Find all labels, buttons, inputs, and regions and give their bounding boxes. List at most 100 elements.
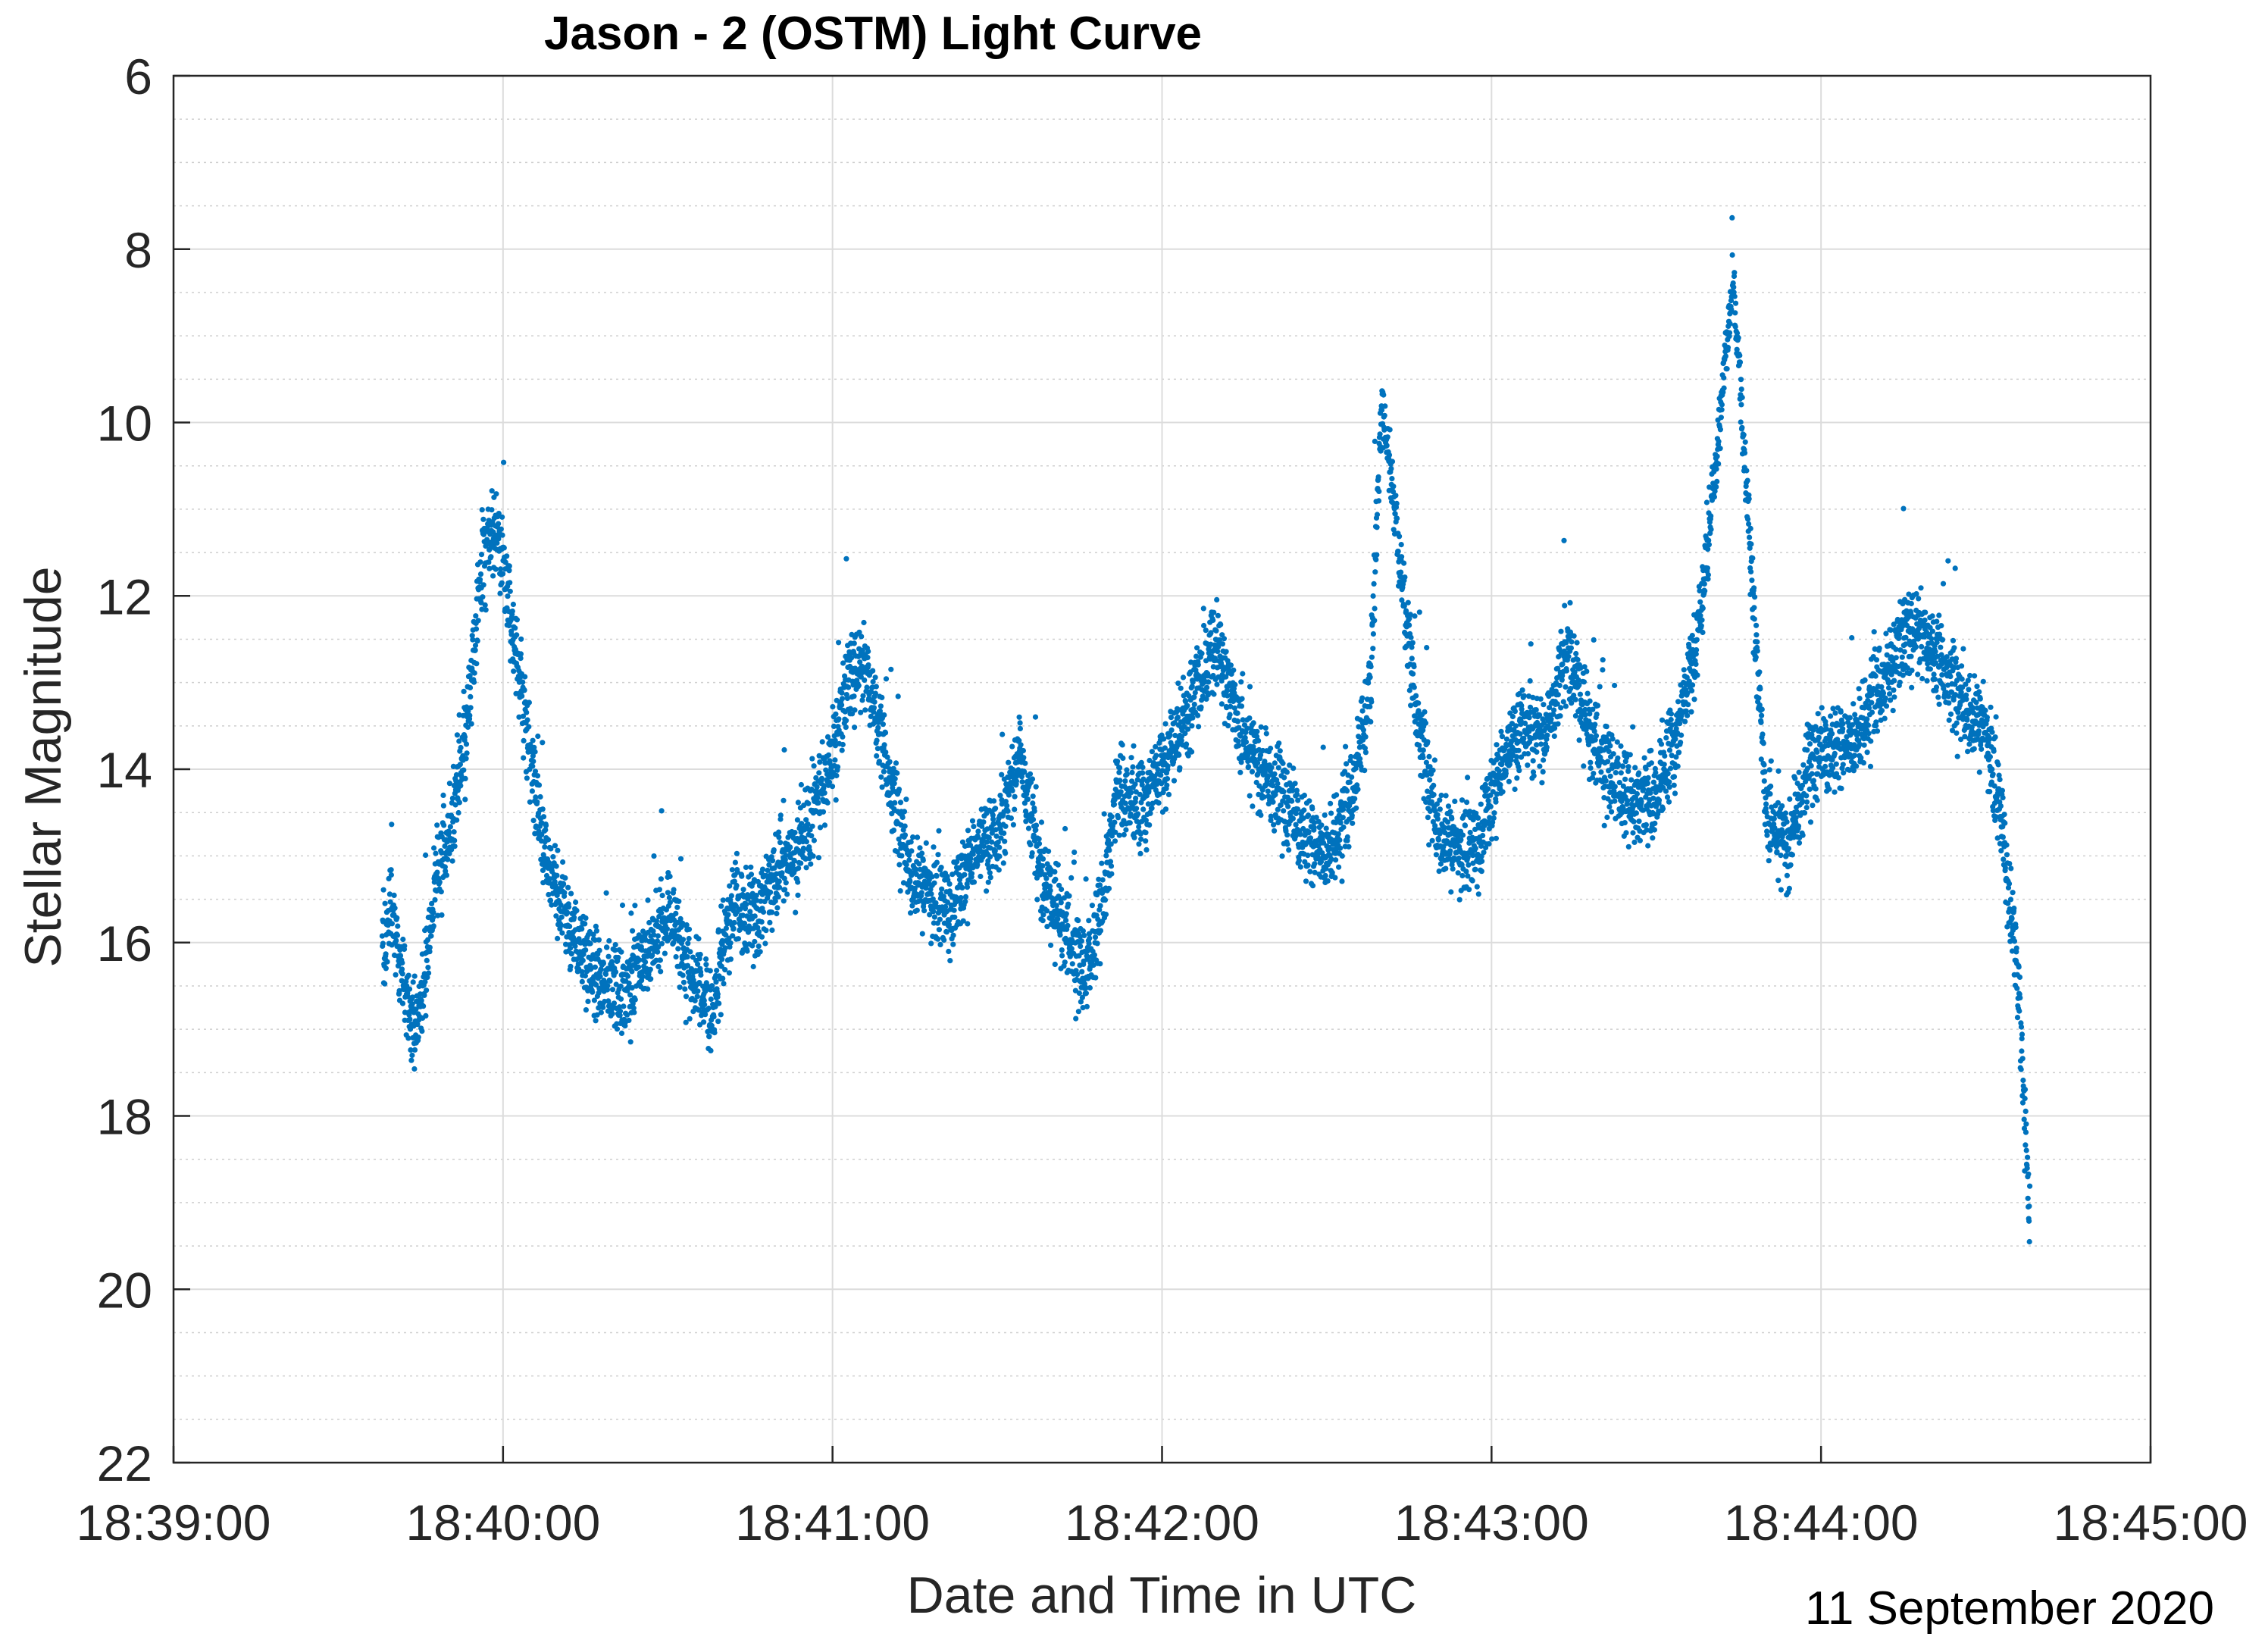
- data-point: [943, 929, 949, 935]
- data-point: [1370, 646, 1376, 652]
- data-point: [1100, 877, 1106, 883]
- data-point: [554, 872, 560, 878]
- data-point: [882, 730, 889, 736]
- data-point: [394, 915, 400, 921]
- data-point: [411, 1047, 418, 1053]
- data-point: [947, 958, 953, 964]
- data-point: [686, 926, 693, 932]
- data-point: [979, 823, 985, 829]
- data-point: [1591, 771, 1597, 777]
- data-point: [1182, 699, 1189, 705]
- data-point: [596, 947, 602, 953]
- data-point: [1124, 771, 1130, 778]
- data-point: [1519, 706, 1525, 712]
- data-point: [1372, 438, 1378, 445]
- data-point: [1129, 769, 1135, 776]
- data-point: [534, 773, 541, 779]
- data-point: [1106, 885, 1112, 891]
- data-point: [625, 973, 631, 979]
- data-point: [1372, 569, 1378, 575]
- data-point: [483, 607, 489, 613]
- data-point: [811, 763, 817, 769]
- data-point: [820, 809, 827, 815]
- data-point: [1538, 741, 1544, 747]
- data-point: [423, 852, 429, 858]
- data-point: [723, 925, 730, 931]
- data-point: [598, 966, 604, 972]
- data-point: [1588, 759, 1594, 765]
- data-point: [1585, 742, 1592, 748]
- data-point: [729, 867, 736, 873]
- data-point: [496, 511, 502, 517]
- data-point: [438, 889, 444, 895]
- data-point: [1214, 681, 1220, 687]
- data-point: [1443, 865, 1449, 872]
- data-point: [1177, 765, 1183, 771]
- data-point: [1128, 811, 1134, 817]
- data-point: [1575, 656, 1581, 663]
- data-point: [856, 629, 862, 635]
- data-point: [993, 806, 999, 812]
- data-point: [748, 872, 755, 878]
- data-point: [1134, 777, 1140, 783]
- data-point: [1254, 728, 1260, 734]
- data-point: [1399, 597, 1405, 603]
- data-point: [1047, 887, 1053, 893]
- data-point: [734, 850, 740, 856]
- data-point: [1539, 780, 1545, 786]
- data-point: [526, 724, 532, 730]
- data-point: [464, 704, 470, 710]
- data-point: [1369, 654, 1375, 660]
- data-point: [687, 1016, 693, 1022]
- data-point: [506, 568, 512, 574]
- data-point: [718, 903, 724, 909]
- data-point: [1122, 778, 1128, 784]
- data-point: [816, 770, 822, 776]
- data-point: [829, 784, 836, 790]
- data-point: [880, 721, 886, 728]
- data-point: [1370, 593, 1376, 599]
- data-point: [716, 1000, 722, 1006]
- data-point: [985, 879, 991, 885]
- data-point: [784, 891, 790, 897]
- data-point: [901, 809, 908, 815]
- data-point: [618, 949, 624, 955]
- data-point: [1172, 720, 1178, 726]
- data-point: [872, 674, 878, 681]
- data-point: [1242, 734, 1248, 741]
- data-point: [1568, 686, 1574, 692]
- data-point: [1297, 831, 1303, 837]
- data-point: [529, 788, 536, 794]
- data-point: [1393, 493, 1399, 499]
- data-point: [499, 580, 505, 586]
- data-point: [769, 909, 775, 915]
- data-point: [467, 684, 474, 691]
- data-point: [409, 1001, 415, 1007]
- data-point: [1467, 829, 1473, 836]
- data-point: [1368, 664, 1374, 670]
- data-point: [402, 1009, 408, 1016]
- data-point: [1184, 703, 1190, 709]
- data-point: [1367, 703, 1373, 710]
- data-point: [833, 711, 839, 717]
- data-point: [1087, 935, 1093, 941]
- data-point: [1513, 723, 1519, 729]
- data-point: [671, 917, 677, 923]
- data-point: [1625, 798, 1631, 804]
- data-point: [865, 655, 871, 661]
- data-point: [752, 913, 758, 919]
- data-point: [480, 594, 486, 600]
- data-point: [1297, 864, 1303, 870]
- data-point: [701, 997, 707, 1003]
- data-point: [999, 797, 1005, 803]
- data-point: [940, 893, 946, 900]
- data-point: [458, 783, 464, 789]
- data-point: [484, 537, 490, 543]
- data-point: [607, 978, 613, 984]
- data-point: [806, 800, 812, 806]
- data-point: [1431, 757, 1437, 763]
- data-point: [429, 900, 435, 906]
- data-point: [458, 744, 464, 751]
- data-point: [1281, 789, 1287, 795]
- data-point: [836, 716, 842, 722]
